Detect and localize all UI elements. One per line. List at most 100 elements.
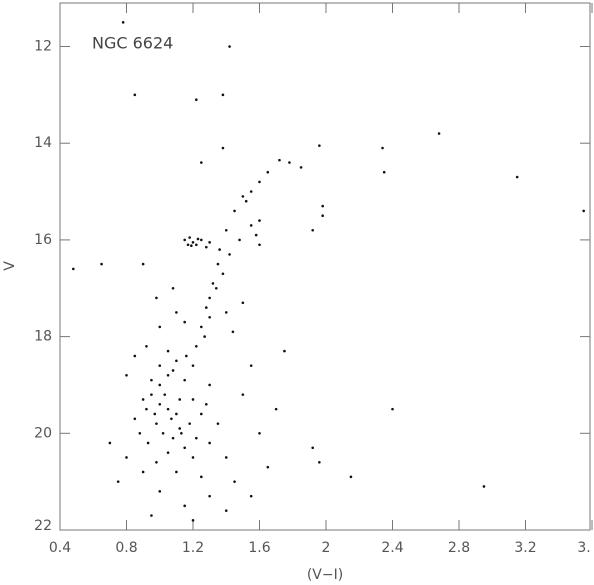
star-point xyxy=(150,378,153,382)
star-point xyxy=(171,369,175,372)
star-point xyxy=(515,175,519,179)
x-tick-label: 3.2 xyxy=(514,540,536,556)
star-point xyxy=(254,233,258,237)
star-point xyxy=(205,306,208,309)
x-tick-label: 0.4 xyxy=(49,540,71,556)
star-point xyxy=(200,325,203,329)
x-tick-label: 2 xyxy=(322,540,331,556)
star-point xyxy=(158,383,162,387)
star-point xyxy=(208,383,211,387)
star-point xyxy=(133,93,137,97)
star-point xyxy=(318,461,321,464)
star-point xyxy=(258,432,261,435)
star-point xyxy=(321,214,324,218)
star-point xyxy=(221,146,225,150)
star-point xyxy=(241,301,245,305)
star-point xyxy=(121,21,125,24)
star-point xyxy=(163,393,167,396)
star-point xyxy=(216,262,220,266)
star-point xyxy=(195,344,198,348)
star-point xyxy=(288,161,291,164)
star-point xyxy=(141,262,145,266)
star-point xyxy=(214,286,218,290)
x-axis-label: (V−I) xyxy=(307,567,343,583)
star-point xyxy=(171,286,175,290)
star-point xyxy=(186,243,190,247)
y-tick-label: 20 xyxy=(34,425,52,441)
star-point xyxy=(318,144,321,147)
star-point xyxy=(266,465,270,469)
star-point xyxy=(258,219,261,222)
star-point xyxy=(185,354,188,358)
star-point xyxy=(582,209,585,213)
star-point xyxy=(72,267,75,271)
star-point xyxy=(321,204,324,208)
y-tick-label: 18 xyxy=(34,329,52,345)
star-point xyxy=(175,470,178,474)
star-point xyxy=(228,253,231,256)
y-tick-label: 16 xyxy=(34,232,52,248)
star-point xyxy=(158,364,162,367)
star-point xyxy=(224,456,228,459)
star-point xyxy=(116,480,120,483)
star-point xyxy=(100,262,103,266)
star-point xyxy=(158,490,162,493)
star-point xyxy=(158,402,162,406)
x-tick-label: 2.8 xyxy=(448,540,470,556)
star-point xyxy=(311,446,315,450)
star-point xyxy=(349,475,353,479)
star-point xyxy=(224,228,228,232)
star-point xyxy=(278,158,281,162)
x-tick-label: 1.6 xyxy=(248,540,270,556)
star-point xyxy=(208,494,211,498)
star-point xyxy=(170,417,173,421)
star-point xyxy=(437,132,441,135)
star-point xyxy=(191,241,195,244)
star-point xyxy=(200,475,203,479)
annotation: NGC 6624 xyxy=(92,34,173,53)
star-point xyxy=(238,238,241,242)
star-point xyxy=(155,296,158,300)
star-point xyxy=(183,504,186,508)
star-point xyxy=(205,245,208,249)
star-point xyxy=(208,441,211,445)
star-point xyxy=(218,248,221,251)
star-point xyxy=(141,470,145,474)
star-point xyxy=(200,161,203,164)
star-point xyxy=(155,422,158,425)
star-point xyxy=(183,378,186,382)
plot-frame xyxy=(59,2,591,531)
star-point xyxy=(311,228,315,232)
star-point xyxy=(249,224,253,227)
star-point xyxy=(133,417,137,421)
star-point xyxy=(145,344,148,348)
star-point xyxy=(138,432,142,435)
x-tick-label: 0.8 xyxy=(115,540,137,556)
star-point xyxy=(233,209,236,213)
y-tick-label: 14 xyxy=(34,135,52,151)
star-point xyxy=(166,349,170,353)
star-point xyxy=(205,402,208,406)
star-point xyxy=(216,422,220,425)
star-point xyxy=(249,494,253,498)
star-point xyxy=(208,241,211,244)
star-point xyxy=(382,170,386,174)
star-point xyxy=(200,412,203,416)
star-point xyxy=(196,237,200,241)
star-point xyxy=(228,45,231,48)
star-point xyxy=(108,441,112,445)
star-point xyxy=(141,398,145,401)
star-point xyxy=(233,480,236,483)
star-point xyxy=(208,296,211,300)
star-point xyxy=(183,238,186,242)
star-point xyxy=(150,393,153,396)
star-point xyxy=(381,146,384,150)
star-point xyxy=(221,272,225,276)
x-tick-label: 2.4 xyxy=(381,540,403,556)
star-point xyxy=(146,441,150,445)
star-point xyxy=(178,427,181,430)
star-point xyxy=(150,514,153,517)
star-point xyxy=(175,359,178,363)
x-tick-label: 3. xyxy=(577,540,590,556)
